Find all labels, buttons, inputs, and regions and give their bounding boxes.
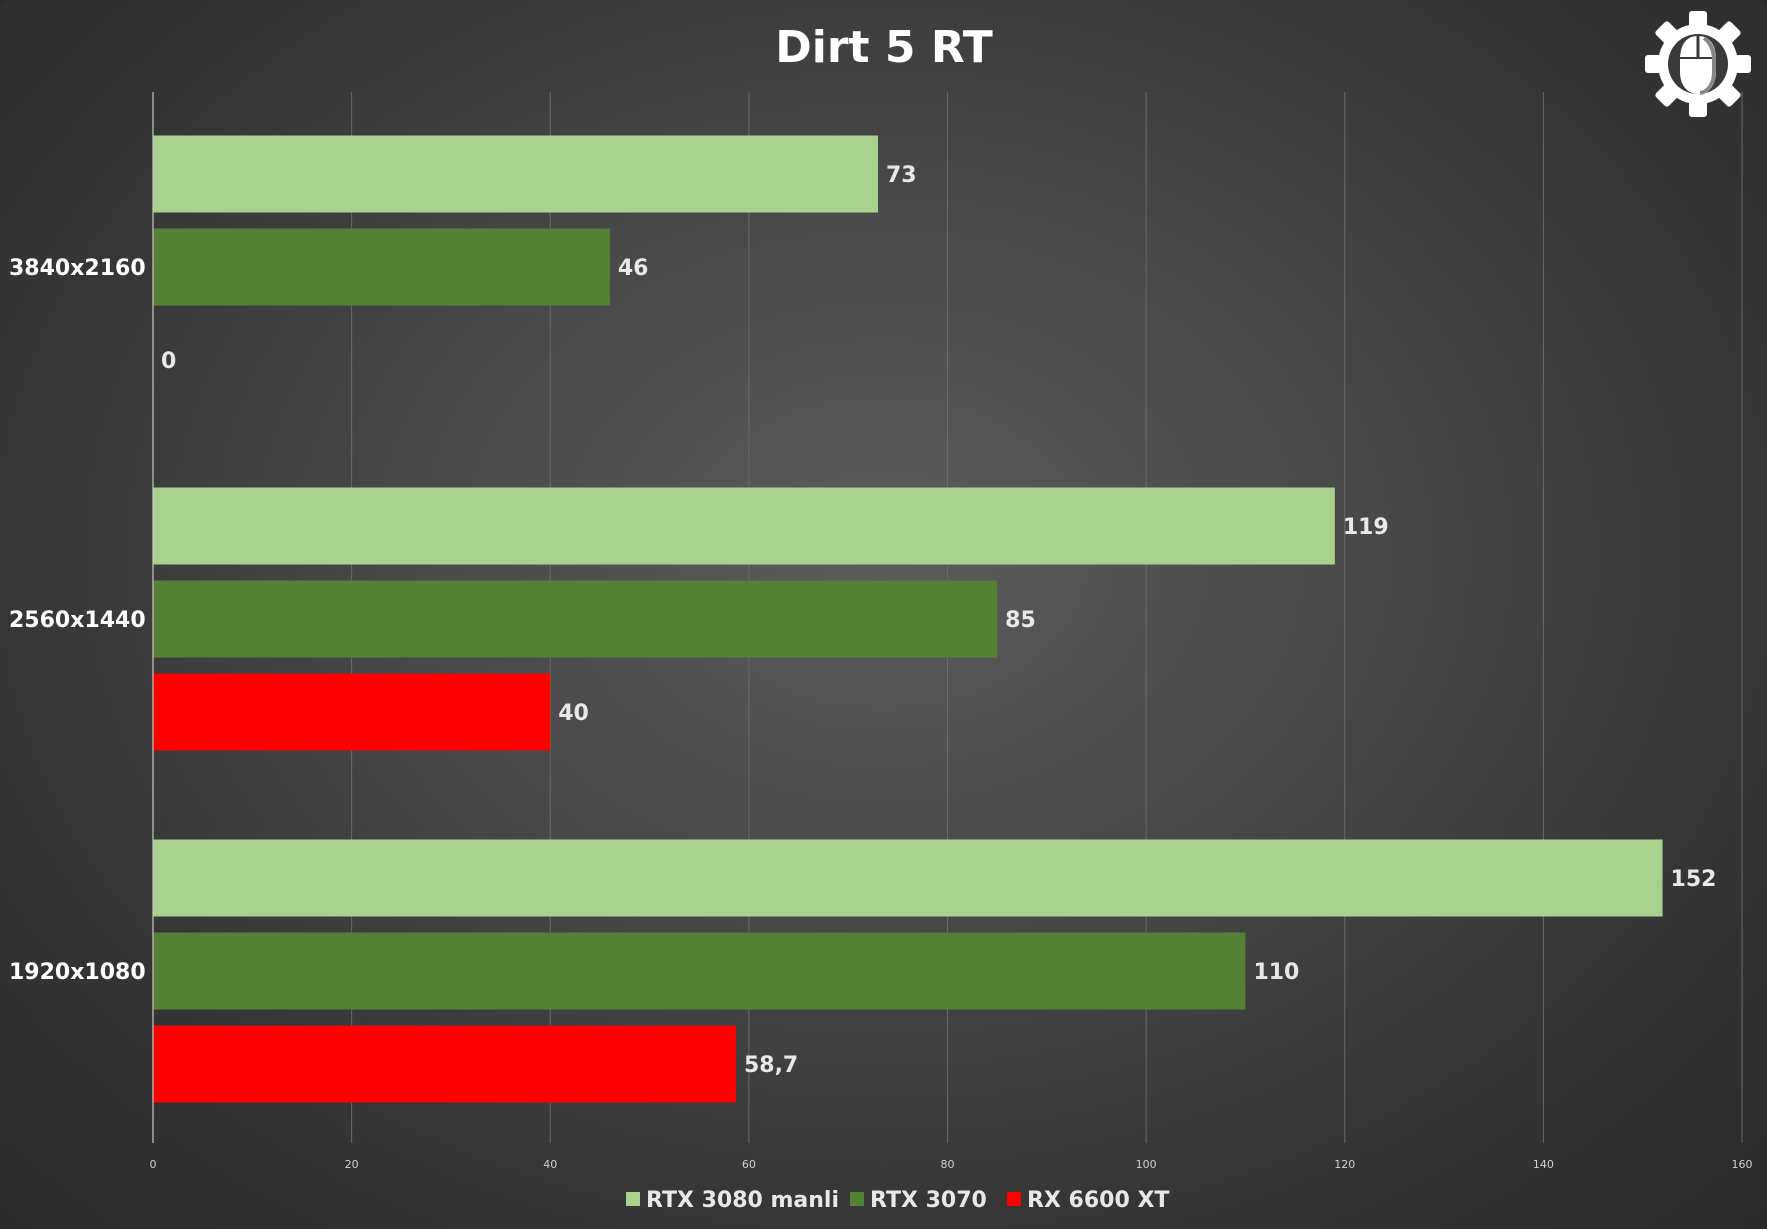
data-label: 85 (1005, 608, 1036, 633)
chart-title: Dirt 5 RT (775, 22, 993, 73)
data-label: 40 (558, 701, 589, 726)
legend-label: RTX 3080 manli (646, 1188, 839, 1213)
category-label: 1920x1080 (9, 960, 146, 985)
legend-swatch (850, 1192, 864, 1206)
data-label: 119 (1343, 515, 1389, 540)
data-label: 152 (1671, 867, 1717, 892)
data-label: 58,7 (744, 1053, 798, 1078)
legend-swatch (1007, 1192, 1021, 1206)
bar (153, 487, 1335, 565)
category-label: 2560x1440 (9, 608, 146, 633)
data-label: 110 (1253, 960, 1299, 985)
axes: 0 20 40 60 80 100 120 140 160 3840x2160 2560x1440 1… (9, 92, 1753, 1171)
x-tick-label: 60 (742, 1158, 756, 1171)
bars (153, 135, 1663, 1103)
x-tick-label: 140 (1533, 1158, 1554, 1171)
legend-label: RTX 3070 (870, 1188, 987, 1213)
data-label: 46 (618, 256, 649, 281)
legend-swatch (626, 1192, 640, 1206)
category-label: 3840x2160 (9, 256, 146, 281)
bar (153, 135, 878, 213)
bar (153, 673, 551, 751)
x-tick-label: 100 (1136, 1158, 1157, 1171)
bar (153, 580, 998, 658)
data-label: 73 (886, 163, 917, 188)
bar (153, 839, 1663, 917)
legend-label: RX 6600 XT (1027, 1188, 1169, 1213)
x-tick-label: 160 (1732, 1158, 1753, 1171)
gear-mouse-icon (1645, 11, 1751, 117)
data-label: 0 (161, 349, 176, 374)
legend: RTX 3080 manli RTX 3070 RX 6600 XT (626, 1188, 1169, 1213)
x-tick-label: 80 (941, 1158, 955, 1171)
bar (153, 1025, 736, 1103)
x-tick-label: 120 (1334, 1158, 1355, 1171)
x-tick-label: 0 (150, 1158, 157, 1171)
bar (153, 932, 1246, 1010)
x-tick-label: 40 (543, 1158, 557, 1171)
data-labels: 73 46 0 119 85 40 152 110 58,7 (161, 163, 1716, 1078)
bar (153, 228, 610, 306)
x-tick-label: 20 (345, 1158, 359, 1171)
